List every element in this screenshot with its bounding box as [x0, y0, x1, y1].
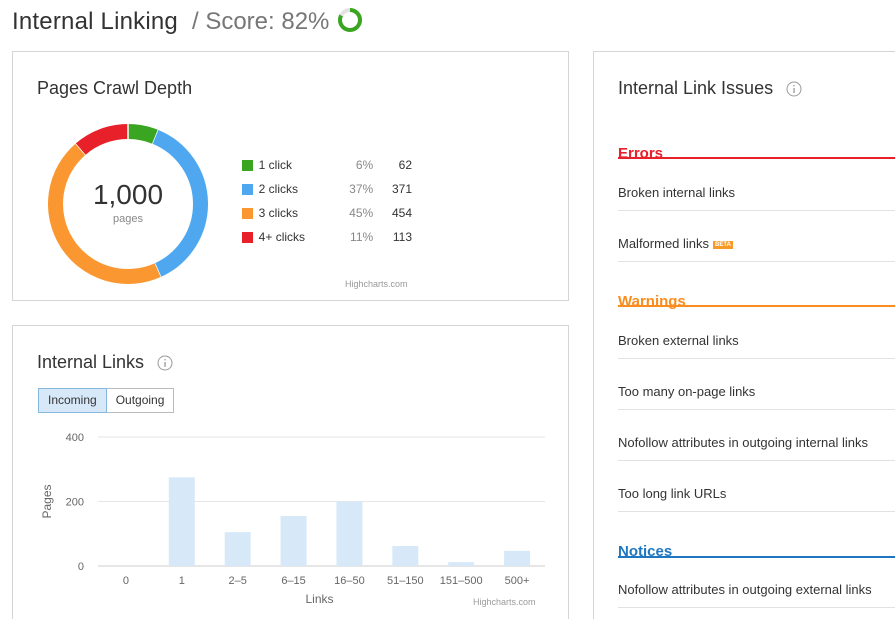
- incoming-outgoing-toggle: Incoming Outgoing: [38, 388, 175, 413]
- info-icon[interactable]: [157, 355, 173, 371]
- donut-total: 1,000: [92, 179, 164, 210]
- incoming-tab[interactable]: Incoming: [38, 388, 107, 413]
- legend-count: 454: [391, 206, 412, 220]
- issue-item[interactable]: Broken external links: [618, 333, 895, 348]
- y-axis-title: Pages: [40, 484, 54, 518]
- section-errors: Errors: [618, 145, 664, 162]
- issue-label: Nofollow attributes in outgoing internal…: [618, 435, 869, 450]
- section-warnings: Warnings: [618, 293, 686, 310]
- bar-2–5[interactable]: [224, 532, 251, 566]
- link-issues-card: Internal Link Issues Errors Broken intern…: [593, 51, 895, 619]
- row-divider: [618, 511, 895, 512]
- legend-percent: 45%: [349, 206, 374, 220]
- legend-item-2[interactable]: 2 clicks 37% 371: [242, 177, 412, 201]
- legend-swatch: [242, 231, 253, 243]
- issue-item[interactable]: Nofollow attributes in outgoing external…: [618, 582, 895, 597]
- outgoing-tab[interactable]: Outgoing: [106, 388, 175, 413]
- legend-label: 2 clicks: [258, 182, 299, 196]
- issue-label: Too long link URLs: [618, 486, 727, 501]
- beta-badge: BETA: [713, 240, 733, 249]
- legend-label: 3 clicks: [258, 206, 299, 220]
- x-tick-label: 151–500: [440, 575, 483, 587]
- row-divider: [618, 261, 895, 262]
- score-ring-icon: [338, 8, 363, 32]
- bar-6–15[interactable]: [280, 516, 307, 566]
- legend-item-1[interactable]: 1 click 6% 62: [242, 153, 412, 177]
- legend-item-3[interactable]: 3 clicks 45% 454: [242, 201, 412, 225]
- donut-slice-3[interactable]: [48, 143, 161, 284]
- issue-label: Broken external links: [618, 333, 739, 348]
- section-divider: [618, 556, 895, 558]
- issue-label: Broken internal links: [618, 185, 736, 200]
- score-label: / Score: 82%: [191, 8, 330, 35]
- internal-links-title: Internal Links: [37, 352, 145, 372]
- x-tick-label: 500+: [505, 575, 530, 587]
- legend-item-4[interactable]: 4+ clicks 11% 113: [242, 225, 412, 249]
- legend-count: 62: [398, 158, 412, 172]
- bar-500+[interactable]: [504, 550, 531, 566]
- x-tick-label: 0: [123, 575, 129, 587]
- bar-1[interactable]: [168, 477, 195, 566]
- donut-slice-4[interactable]: [75, 124, 129, 155]
- legend-percent: 11%: [350, 230, 374, 244]
- row-divider: [618, 460, 895, 461]
- crawl-depth-legend: 1 click 6% 62 2 clicks 37% 371 3 clicks 45% 454 4…: [242, 153, 412, 249]
- x-tick-label: 6–15: [281, 575, 305, 587]
- issue-label: Malformed links: [618, 236, 710, 251]
- legend-percent: 37%: [349, 182, 374, 196]
- section-notices: Notices: [618, 543, 673, 560]
- legend-percent: 6%: [355, 158, 374, 172]
- row-divider: [618, 358, 895, 359]
- internal-links-bar-chart: 0 200 400 0 1 2–5 6–15 16–50 51–150 151–500 500+ Li…: [40, 432, 545, 606]
- donut-separator: [75, 142, 87, 156]
- issue-item[interactable]: Broken internal links: [618, 185, 895, 200]
- x-tick-label: 16–50: [334, 575, 365, 587]
- x-tick-label: 2–5: [229, 575, 247, 587]
- highcharts-credit-2[interactable]: Highcharts.com: [473, 597, 536, 607]
- donut-total-label: pages: [113, 213, 143, 225]
- legend-swatch: [242, 183, 253, 195]
- section-divider: [618, 157, 895, 159]
- highcharts-credit[interactable]: Highcharts.com: [345, 279, 408, 289]
- legend-swatch: [242, 159, 253, 171]
- issue-item[interactable]: Too long link URLs: [618, 486, 895, 501]
- y-tick-label: 400: [66, 432, 84, 444]
- issue-label: Too many on-page links: [618, 384, 756, 399]
- issue-item[interactable]: Malformed links BETA: [618, 236, 895, 251]
- x-axis-title: Links: [305, 592, 333, 606]
- legend-count: 371: [391, 182, 412, 196]
- issue-item[interactable]: Too many on-page links: [618, 384, 895, 399]
- crawl-depth-card: Pages Crawl Depth 1,000 pages 1 click 6% 6…: [12, 51, 569, 301]
- legend-label: 4+ clicks: [258, 230, 306, 244]
- row-divider: [618, 409, 895, 410]
- issue-label: Nofollow attributes in outgoing external…: [618, 582, 872, 597]
- issue-item[interactable]: Nofollow attributes in outgoing internal…: [618, 435, 895, 450]
- row-divider: [618, 607, 895, 608]
- row-divider: [618, 210, 895, 211]
- page-title: Internal Linking: [12, 8, 178, 35]
- section-divider: [618, 305, 895, 307]
- x-tick-label: 1: [179, 575, 185, 587]
- legend-count: 113: [392, 230, 412, 244]
- x-tick-label: 51–150: [387, 575, 424, 587]
- crawl-depth-title: Pages Crawl Depth: [37, 78, 193, 98]
- y-tick-label: 200: [66, 497, 84, 509]
- legend-swatch: [242, 207, 253, 219]
- internal-links-card: Internal Links Incoming Outgoing 0 200 400…: [12, 325, 569, 619]
- bar-16–50[interactable]: [336, 501, 363, 567]
- bar-151–500[interactable]: [448, 562, 475, 566]
- link-issues-title: Internal Link Issues: [618, 78, 774, 98]
- crawl-depth-donut: 1,000 pages: [46, 122, 210, 286]
- info-icon[interactable]: [786, 81, 802, 97]
- page-header: Internal Linking / Score: 82%: [12, 4, 363, 40]
- y-tick-label: 0: [78, 561, 84, 573]
- bar-51–150[interactable]: [392, 546, 419, 566]
- donut-slice-2[interactable]: [152, 129, 208, 278]
- legend-label: 1 click: [258, 158, 293, 172]
